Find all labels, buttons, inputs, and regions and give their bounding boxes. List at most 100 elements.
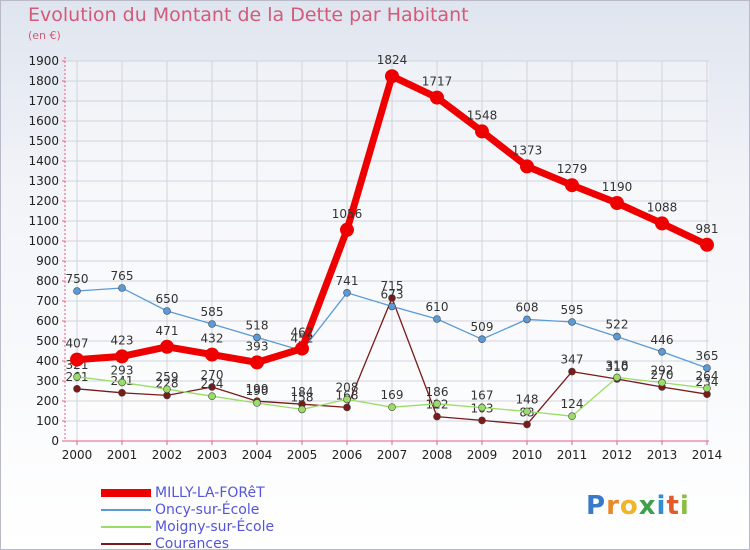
series-3-point-6 — [343, 403, 351, 412]
series-2-label-4: 190 — [246, 384, 269, 398]
x-tick-label-8: 2008 — [422, 448, 453, 462]
series-3-point-11 — [568, 367, 576, 376]
series-2-label-14: 264 — [696, 369, 719, 383]
y-tick-label-13: 1300 — [28, 174, 59, 188]
series-1-label-9: 509 — [471, 320, 494, 334]
series-0-point-9 — [475, 124, 489, 139]
series-2-point-5 — [298, 405, 306, 414]
series-0-point-5 — [295, 341, 309, 356]
series-0-label-14: 981 — [696, 222, 719, 236]
series-1-label-14: 365 — [696, 349, 719, 363]
x-tick-label-3: 2003 — [197, 448, 228, 462]
y-tick-label-3: 300 — [36, 374, 59, 388]
y-tick-label-9: 900 — [36, 254, 59, 268]
series-2-point-9 — [478, 403, 486, 412]
x-tick-label-10: 2010 — [512, 448, 543, 462]
legend-label-moigny: Moigny-sur-École — [155, 519, 275, 535]
series-0-label-10: 1373 — [512, 143, 543, 157]
series-0-point-3 — [205, 347, 219, 362]
x-tick-label-1: 2001 — [107, 448, 138, 462]
legend-swatch-moigny — [101, 526, 151, 528]
series-1-label-13: 446 — [651, 333, 674, 347]
series-0-label-8: 1717 — [422, 75, 453, 89]
series-1-point-1 — [118, 284, 126, 292]
series-1-point-6 — [343, 288, 351, 297]
series-1-label-10: 608 — [516, 300, 539, 314]
series-2-point-4 — [253, 399, 261, 407]
series-2-point-14 — [703, 384, 711, 393]
series-1-point-10 — [523, 315, 531, 324]
y-tick-label-11: 1100 — [28, 214, 59, 228]
series-2-label-9: 167 — [471, 389, 494, 403]
series-0-point-0 — [70, 352, 84, 367]
series-0-point-7 — [385, 69, 399, 84]
series-3-point-1 — [118, 388, 126, 397]
x-tick-label-7: 2007 — [377, 448, 408, 462]
series-0-label-2: 471 — [156, 324, 179, 338]
series-1-label-12: 522 — [606, 318, 629, 332]
series-3-label-4: 199 — [246, 382, 269, 396]
series-2-point-12 — [613, 373, 621, 382]
series-0-label-11: 1279 — [557, 162, 588, 176]
series-1-point-11 — [568, 318, 576, 326]
y-tick-label-6: 600 — [36, 314, 59, 328]
series-1-label-0: 750 — [66, 272, 89, 286]
series-2-point-11 — [568, 412, 576, 421]
series-0-label-12: 1190 — [602, 180, 633, 194]
chart-title: Evolution du Montant de la Dette par Hab… — [28, 4, 469, 26]
series-3-label-6: 168 — [336, 388, 359, 402]
series-1-point-12 — [613, 332, 621, 341]
series-0-point-8 — [430, 90, 444, 105]
x-tick-label-6: 2006 — [332, 448, 363, 462]
y-tick-label-18: 1800 — [28, 74, 59, 88]
series-1-label-7: 673 — [381, 287, 404, 301]
series-2-point-0 — [73, 372, 81, 381]
y-tick-label-14: 1400 — [28, 154, 59, 168]
proxiti-logo: Proxiti — [586, 491, 690, 521]
series-2-label-13: 292 — [651, 364, 674, 378]
series-0-label-7: 1824 — [377, 53, 408, 67]
series-0-point-4 — [250, 355, 264, 370]
series-0-label-3: 432 — [201, 332, 224, 346]
legend-swatch-milly — [101, 489, 151, 497]
series-1-point-13 — [658, 347, 666, 356]
series-3-label-11: 347 — [561, 353, 584, 367]
y-tick-label-10: 1000 — [28, 234, 59, 248]
y-tick-label-1: 100 — [36, 414, 59, 428]
series-1-label-8: 610 — [426, 300, 449, 314]
y-tick-label-12: 1200 — [28, 194, 59, 208]
series-3-point-0 — [73, 384, 81, 393]
series-1-label-3: 585 — [201, 305, 224, 319]
series-0-label-5: 462 — [291, 326, 314, 340]
y-tick-label-17: 1700 — [28, 94, 59, 108]
series-2-point-13 — [658, 378, 666, 387]
legend-label-courances: Courances — [155, 536, 230, 550]
series-1-point-8 — [433, 315, 441, 323]
series-1-point-4 — [253, 333, 261, 342]
series-1-point-3 — [208, 320, 216, 328]
y-tick-label-16: 1600 — [28, 114, 59, 128]
series-2-point-10 — [523, 407, 531, 416]
series-0-point-14 — [700, 237, 714, 252]
series-3-point-10 — [523, 420, 531, 429]
line-chart: 0 100 200 300 400 500 600 700 800 900 1000 1100 1200… — [28, 53, 722, 462]
series-3-label-13: 270 — [651, 368, 674, 382]
y-tick-label-19: 1900 — [28, 54, 59, 68]
series-3-point-7 — [388, 294, 396, 302]
series-0-label-9: 1548 — [467, 108, 498, 122]
y-tick-label-4: 400 — [36, 354, 59, 368]
series-3-label-2: 228 — [156, 376, 179, 390]
series-3-label-5: 184 — [291, 385, 314, 399]
chart-subtitle: (en €) — [28, 29, 61, 42]
x-tick-label-11: 2011 — [557, 448, 588, 462]
x-tick-label-9: 2009 — [467, 448, 498, 462]
y-tick-label-5: 500 — [36, 334, 59, 348]
series-0-point-2 — [160, 339, 174, 354]
y-tick-label-8: 800 — [36, 274, 59, 288]
series-2-label-6: 208 — [336, 380, 359, 394]
series-0-point-10 — [520, 159, 534, 174]
series-2-point-2 — [163, 385, 171, 394]
series-2-point-1 — [118, 378, 126, 387]
series-2-label-10: 148 — [516, 392, 539, 406]
